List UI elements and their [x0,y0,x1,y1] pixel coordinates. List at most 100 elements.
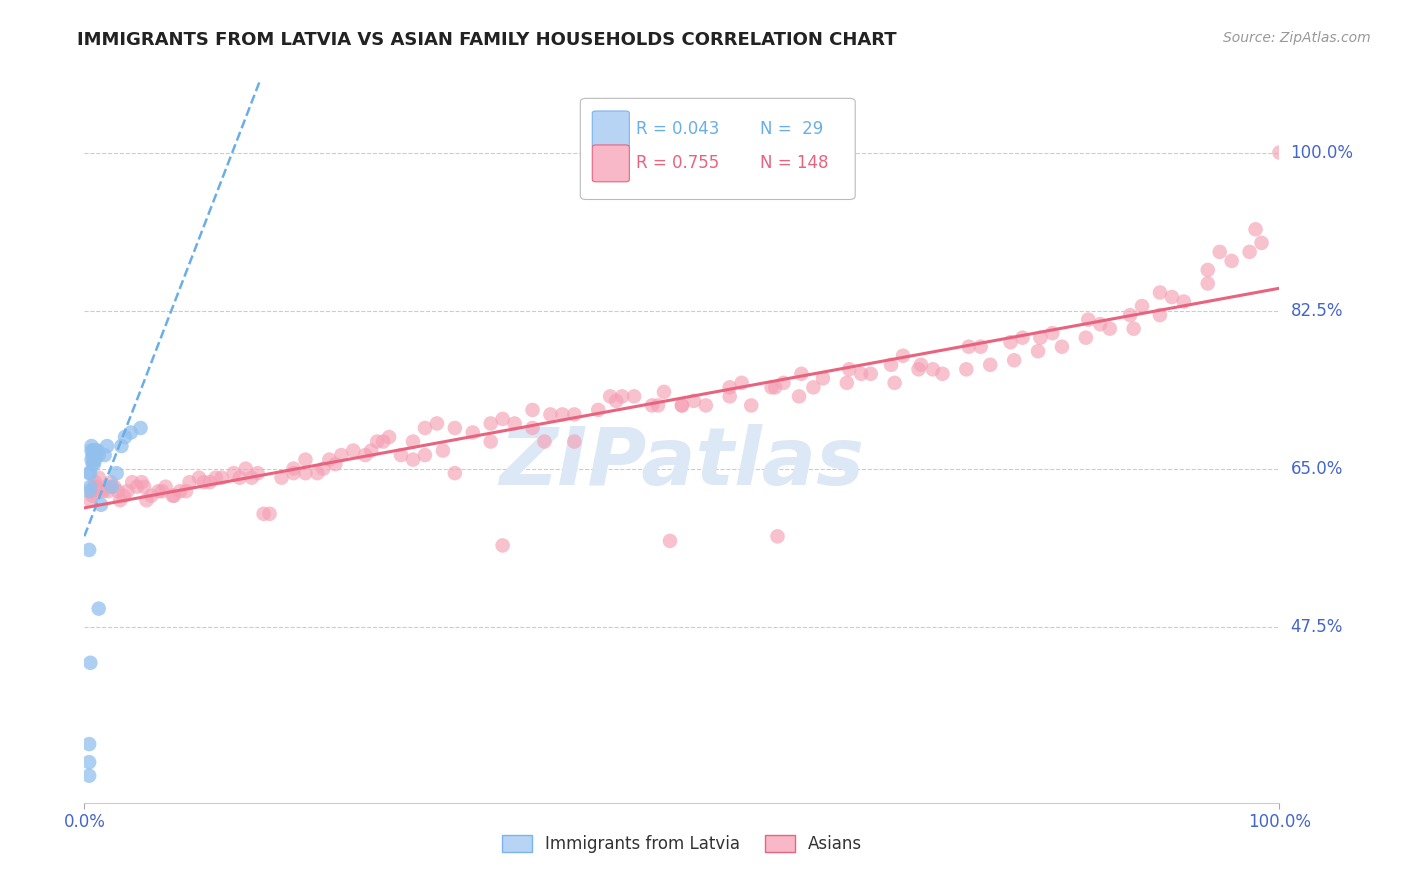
Point [1002,353,1025,368]
Point [83,448,105,462]
Point [955,362,977,376]
Point [1197,263,1219,277]
Point [188,471,211,485]
Point [354,448,377,462]
Text: R = 0.755: R = 0.755 [637,154,720,172]
Text: 65.0%: 65.0% [1291,459,1343,477]
Point [174,484,197,499]
Point [695,398,717,412]
FancyBboxPatch shape [592,111,630,148]
Point [1042,326,1064,341]
Point [155,480,177,494]
Point [84,475,107,490]
Point [229,471,252,485]
Point [1029,331,1052,345]
Point [1077,312,1099,326]
Point [761,380,783,394]
Point [389,448,412,462]
Text: R = 0.043: R = 0.043 [637,120,720,138]
Point [114,430,136,444]
Point [79,480,101,494]
Text: 82.5%: 82.5% [1291,301,1343,319]
Point [86,443,108,458]
Point [1119,308,1142,322]
Point [564,408,586,422]
Point [79,493,101,508]
Point [87,471,110,485]
Point [461,425,484,440]
Point [851,367,873,381]
Point [772,376,794,390]
Point [891,349,914,363]
Point [612,389,634,403]
Text: N = 148: N = 148 [759,154,828,172]
Point [77,737,100,751]
Point [246,466,269,480]
Point [283,466,305,480]
Point [205,471,228,485]
Point [80,452,103,467]
Point [671,398,693,412]
Point [82,443,104,458]
Point [90,498,112,512]
FancyBboxPatch shape [581,98,855,200]
Point [503,417,526,431]
Point [83,452,105,467]
Point [740,398,762,412]
Point [101,480,124,494]
Point [479,417,502,431]
Point [883,376,905,390]
Point [120,425,142,440]
Point [84,448,107,462]
Point [131,475,153,490]
Point [1098,321,1121,335]
Point [79,656,101,670]
Point [312,461,335,475]
Point [80,443,103,458]
Point [84,452,107,467]
Point [330,448,353,462]
Point [522,403,544,417]
Point [150,484,173,499]
Point [87,448,110,462]
Point [766,529,789,543]
Point [659,533,682,548]
Point [859,367,882,381]
Point [444,466,467,480]
Point [169,484,191,499]
Point [426,417,449,431]
Point [141,489,163,503]
Point [599,389,621,403]
Point [82,457,104,471]
Point [1173,294,1195,309]
Point [107,484,129,499]
Point [641,398,664,412]
Point [1239,244,1261,259]
Point [222,466,245,480]
Text: 100.0%: 100.0% [1291,144,1354,161]
Point [588,403,610,417]
Point [93,448,115,462]
Point [77,484,100,499]
Point [125,480,148,494]
Point [605,393,627,408]
Point [970,340,993,354]
Point [259,507,281,521]
Point [97,484,120,499]
Point [83,480,105,494]
Point [492,538,515,552]
Point [80,439,103,453]
Point [880,358,903,372]
Point [787,389,810,403]
Point [163,489,186,503]
Point [479,434,502,449]
Point [193,475,215,490]
Point [318,452,340,467]
Point [1000,335,1022,350]
Point [342,443,364,458]
Point [1250,235,1272,250]
Point [135,493,157,508]
Point [240,471,263,485]
Point [179,475,201,490]
Point [253,507,276,521]
